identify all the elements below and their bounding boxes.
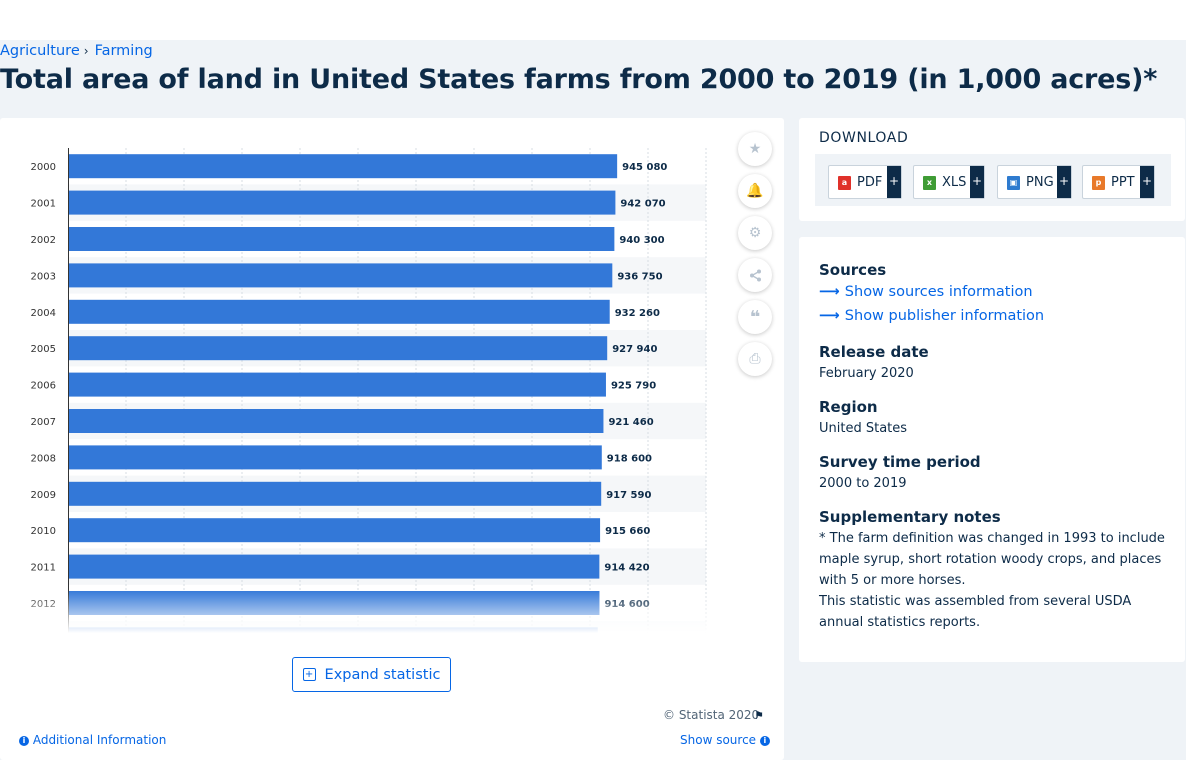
expand-statistic-button[interactable]: + Expand statistic bbox=[292, 657, 451, 692]
show-publisher-link[interactable]: ⟶ Show publisher information bbox=[819, 308, 1045, 324]
chart-panel: 945 080 2000 942 070 2001 940 300 2002 936 750… bbox=[0, 118, 784, 760]
tick-label-2004: 2004 bbox=[31, 308, 56, 319]
breadcrumb-farming[interactable]: Farming bbox=[94, 43, 153, 59]
data-label-2004: 932 260 bbox=[615, 308, 660, 319]
tick-label-2008: 2008 bbox=[31, 453, 56, 464]
flag-icon[interactable]: ⚑ bbox=[754, 709, 764, 722]
release-date-value: February 2020 bbox=[819, 366, 914, 381]
additional-information-link[interactable]: i Additional Information bbox=[19, 733, 166, 747]
data-label-2008: 918 600 bbox=[607, 453, 652, 464]
tick-label-2006: 2006 bbox=[31, 381, 56, 392]
breadcrumb: Agriculture › Farming bbox=[0, 43, 153, 59]
star-icon[interactable]: ★ bbox=[738, 132, 772, 166]
bar-2001 bbox=[69, 190, 616, 215]
top-bar bbox=[0, 0, 1186, 40]
tick-label-2000: 2000 bbox=[31, 162, 56, 173]
show-source-link[interactable]: Show source i bbox=[680, 733, 770, 747]
chart-area: 945 080 2000 942 070 2001 940 300 2002 936 750… bbox=[0, 118, 720, 638]
print-icon[interactable]: ⎙ bbox=[738, 342, 772, 376]
bar-2006 bbox=[69, 372, 606, 397]
download-panel: DOWNLOAD a PDF + x XLS + ▣ PNG + p PPT + bbox=[799, 118, 1185, 221]
info-icon: i bbox=[759, 735, 770, 746]
tick-label-2007: 2007 bbox=[31, 417, 56, 428]
bar-2008 bbox=[69, 445, 602, 470]
expand-statistic-label: Expand statistic bbox=[324, 666, 441, 683]
data-label-2000: 945 080 bbox=[622, 162, 667, 173]
plus-square-icon: + bbox=[302, 668, 316, 681]
bar-2002 bbox=[69, 227, 615, 251]
bar-2000 bbox=[69, 154, 618, 179]
tick-label-2003: 2003 bbox=[31, 271, 56, 282]
tick-label-2010: 2010 bbox=[31, 526, 56, 537]
bar-2007 bbox=[69, 409, 604, 433]
release-date-heading: Release date bbox=[819, 343, 929, 361]
chevron-right-icon: › bbox=[83, 44, 89, 58]
arrow-right-icon: ⟶ bbox=[819, 308, 840, 324]
survey-period-heading: Survey time period bbox=[819, 453, 981, 471]
tick-label-2001: 2001 bbox=[31, 199, 56, 210]
download-xls-button[interactable]: x XLS + bbox=[913, 165, 985, 199]
data-label-2009: 917 590 bbox=[606, 490, 651, 501]
download-ppt-button[interactable]: p PPT + bbox=[1082, 165, 1155, 199]
statistic-info-panel: Sources ⟶ Show sources information ⟶ Show … bbox=[799, 237, 1185, 662]
tick-label-2002: 2002 bbox=[31, 235, 56, 246]
chart-fade-overlay bbox=[0, 590, 720, 638]
plus-icon: + bbox=[1140, 166, 1154, 198]
data-label-2007: 921 460 bbox=[608, 417, 653, 428]
region-value: United States bbox=[819, 421, 908, 436]
plus-icon: + bbox=[1057, 166, 1071, 198]
png-file-icon: ▣ bbox=[1007, 176, 1020, 190]
supplementary-notes-text: * The farm definition was changed in 199… bbox=[819, 531, 1165, 630]
bar-2004 bbox=[69, 299, 610, 324]
supplementary-notes-heading: Supplementary notes bbox=[819, 508, 1001, 526]
plus-icon: + bbox=[970, 166, 984, 198]
arrow-right-icon: ⟶ bbox=[819, 284, 840, 300]
chart-toolbar: ★ 🔔 ⚙ ❝ ⎙ bbox=[738, 132, 772, 384]
bar-2011 bbox=[69, 554, 600, 579]
tick-label-2009: 2009 bbox=[31, 490, 56, 501]
bar-2009 bbox=[69, 481, 602, 506]
data-label-2002: 940 300 bbox=[619, 235, 664, 246]
data-label-2001: 942 070 bbox=[620, 199, 665, 210]
data-label-2006: 925 790 bbox=[611, 381, 656, 392]
sources-heading: Sources bbox=[819, 261, 887, 279]
show-sources-link[interactable]: ⟶ Show sources information bbox=[819, 284, 1033, 300]
download-pdf-button[interactable]: a PDF + bbox=[828, 165, 902, 199]
xls-file-icon: x bbox=[923, 176, 936, 190]
survey-period-value: 2000 to 2019 bbox=[819, 476, 907, 491]
bar-chart: 945 080 2000 942 070 2001 940 300 2002 936 750… bbox=[31, 148, 707, 638]
quote-icon[interactable]: ❝ bbox=[738, 300, 772, 334]
bar-2005 bbox=[69, 336, 608, 361]
info-icon: i bbox=[19, 735, 29, 746]
bell-icon[interactable]: 🔔 bbox=[738, 174, 772, 208]
tick-label-2005: 2005 bbox=[31, 344, 56, 355]
region-heading: Region bbox=[819, 398, 878, 416]
gear-icon[interactable]: ⚙ bbox=[738, 216, 772, 250]
download-heading: DOWNLOAD bbox=[819, 130, 909, 146]
pdf-file-icon: a bbox=[838, 176, 851, 190]
bar-2010 bbox=[69, 518, 601, 543]
data-label-2005: 927 940 bbox=[612, 344, 657, 355]
data-label-2003: 936 750 bbox=[617, 271, 662, 282]
ppt-file-icon: p bbox=[1092, 176, 1105, 190]
bar-2003 bbox=[69, 263, 613, 288]
breadcrumb-agriculture[interactable]: Agriculture bbox=[0, 43, 80, 59]
data-label-2011: 914 420 bbox=[604, 563, 649, 574]
tick-label-2011: 2011 bbox=[31, 563, 56, 574]
page-title: Total area of land in United States farm… bbox=[0, 64, 1158, 95]
data-label-2010: 915 660 bbox=[605, 526, 650, 537]
copyright-text: © Statista 2020 bbox=[663, 708, 760, 722]
download-buttons: a PDF + x XLS + ▣ PNG + p PPT + bbox=[815, 154, 1171, 206]
share-icon[interactable] bbox=[738, 258, 772, 292]
plus-icon: + bbox=[887, 166, 901, 198]
download-png-button[interactable]: ▣ PNG + bbox=[997, 165, 1072, 199]
